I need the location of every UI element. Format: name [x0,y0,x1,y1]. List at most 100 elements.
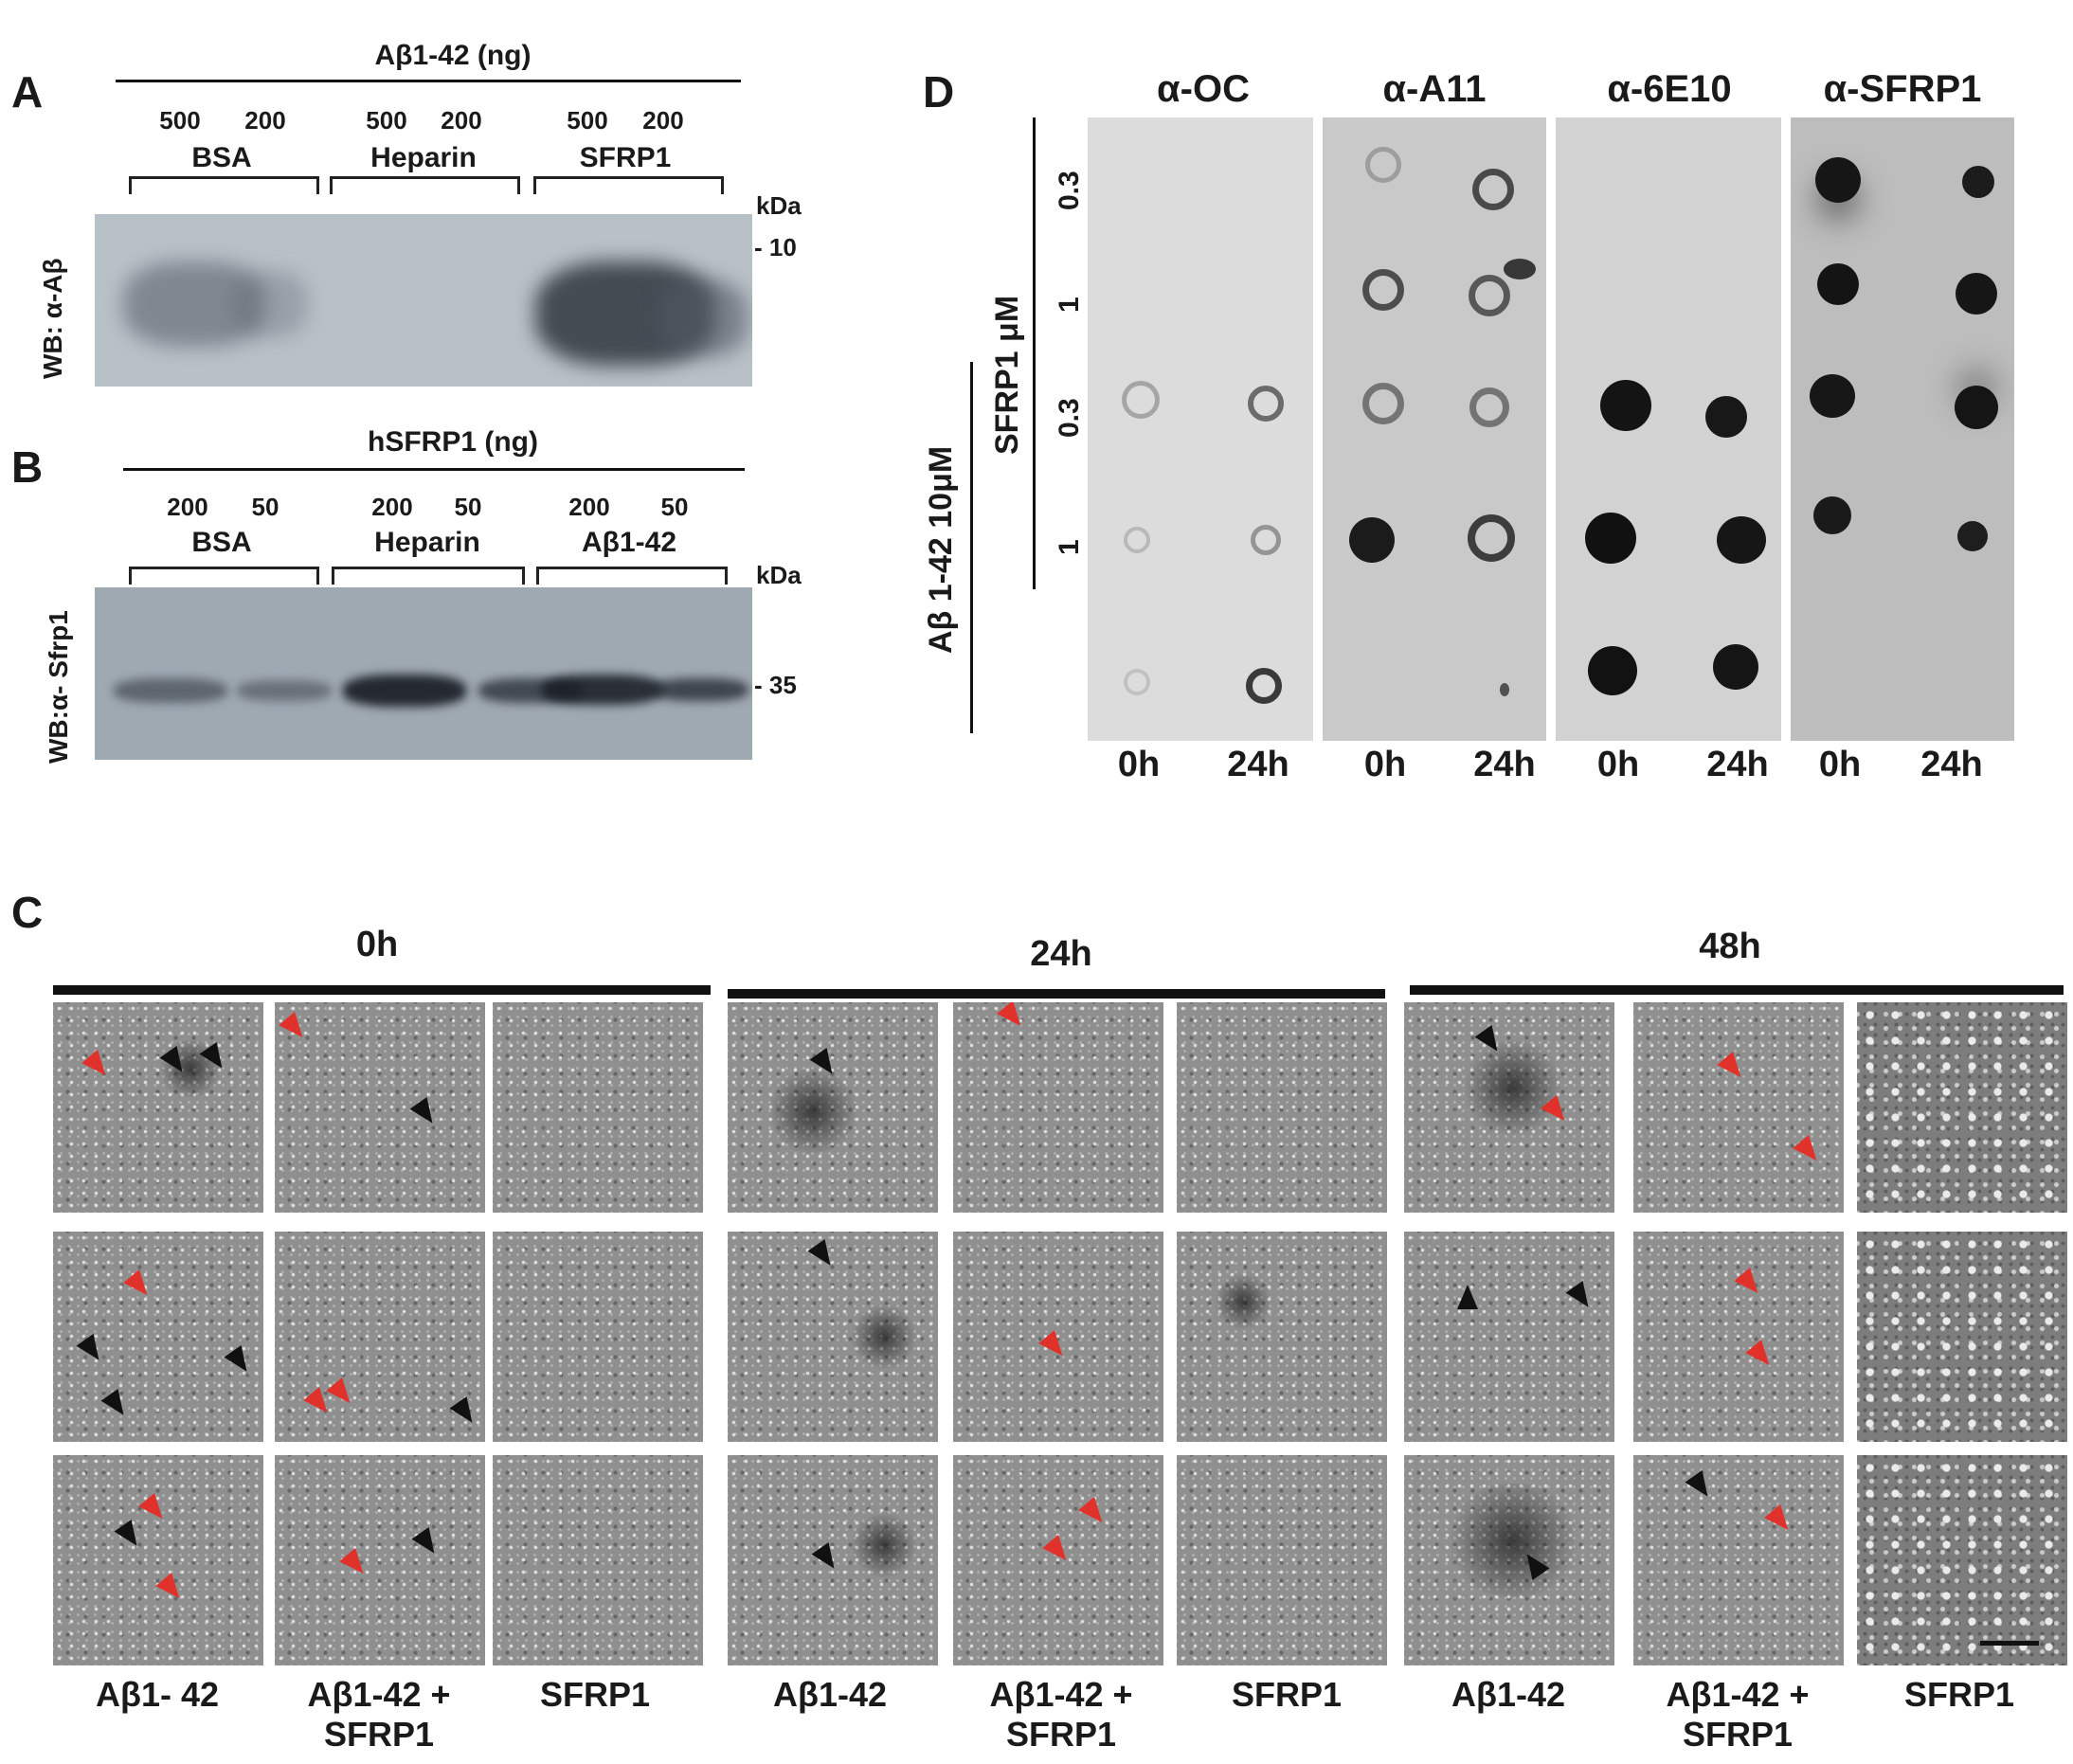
aggregate [766,1069,860,1154]
column-label: Aβ1-42 + [989,1675,1133,1714]
dot [1815,157,1861,203]
dot [1955,386,1998,429]
em-micrograph [53,1232,263,1442]
dot [1713,644,1758,690]
em-micrograph [1857,1002,2067,1213]
panel-a-bracket [330,176,520,194]
dot [1600,380,1651,431]
antibody-label: α-A11 [1382,68,1487,110]
aggregate [1215,1273,1271,1330]
dot-blot-oc [1088,117,1313,741]
em-micrograph [953,1002,1163,1213]
sfrp1-bracket-line [1033,117,1036,589]
em-micrograph [275,1232,485,1442]
black-arrow [411,1527,443,1559]
time-label: 0h [1117,745,1161,784]
antibody-label: α-6E10 [1607,68,1732,110]
blot-band [343,675,466,707]
column-label: Aβ1-42 [772,1675,888,1714]
dot [1956,273,1997,315]
em-micrograph [953,1455,1163,1665]
panel-d-letter: D [923,67,955,117]
panel-b-bracket [332,567,525,585]
panel-b-title: hSFRP1 (ng) [368,426,538,458]
panel-a-group: Heparin [370,142,477,173]
dot [1588,646,1637,695]
dot [1246,668,1282,704]
red-arrow [138,1492,171,1526]
dot [1468,514,1515,562]
dot [1957,521,1988,551]
blot-band [114,678,227,703]
panel-b-bracket [536,567,728,585]
red-arrow [1038,1329,1071,1363]
time-bar [53,985,711,995]
dot [1362,269,1404,311]
red-arrow [81,1049,114,1083]
panel-b-amount: 50 [251,493,279,521]
aggregate [851,1304,917,1370]
dot [1585,513,1636,564]
panel-b-ylabel: WB:α- Sfrp1 [44,610,73,764]
panel-b-group: Heparin [374,527,480,558]
black-arrow [807,1239,839,1271]
em-micrograph [1404,1455,1614,1665]
em-micrograph [275,1002,485,1213]
blot-band [542,675,663,705]
column-label: Aβ1-42 + [307,1675,451,1714]
dot [1365,147,1401,183]
panel-b-group: Aβ1-42 [581,527,677,558]
column-label: SFRP1 [1903,1675,2015,1714]
panel-a-amount: 200 [244,106,286,135]
em-micrograph [1404,1232,1614,1442]
blot-band [654,678,748,701]
panel-b-amount: 200 [371,493,413,521]
panel-a-title-line [116,80,741,82]
time-label: 0h [1363,745,1407,784]
row-label: 0.3 [1054,171,1085,210]
dot [1124,527,1150,553]
time-header: 24h [1030,934,1092,974]
western-blot-a [95,214,752,387]
western-blot-b [95,587,752,760]
em-micrograph [1633,1455,1844,1665]
dot [1962,166,1994,198]
panel-b-amount: 200 [568,493,610,521]
red-arrow [123,1269,155,1303]
column-label: Aβ1-42 + [1666,1675,1810,1714]
panel-a-amount: 500 [159,106,201,135]
column-label: SFRP1 [539,1675,651,1714]
em-micrograph [728,1232,938,1442]
column-label: SFRP1 [1005,1715,1117,1754]
panel-a-title: Aβ1-42 (ng) [374,40,532,71]
time-header: 48h [1699,927,1761,966]
dot [1469,275,1510,316]
panel-a-amount: 500 [366,106,407,135]
blot-band [658,280,748,356]
black-arrow [811,1542,843,1575]
scale-bar [1980,1641,2039,1646]
dot [1500,683,1509,696]
panel-a-letter: A [11,67,44,117]
dot [1248,386,1284,422]
panel-b-bracket [129,567,319,585]
panel-b-amount: 50 [660,493,689,521]
column-label: SFRP1 [1231,1675,1343,1714]
antibody-label: α-OC [1157,68,1250,110]
em-micrograph [1177,1455,1387,1665]
panel-b-amount: 50 [454,493,482,521]
black-arrow [1685,1470,1717,1503]
panel-a-group: SFRP1 [579,142,672,173]
red-arrow [1042,1534,1074,1568]
aggregate [1461,1040,1565,1135]
red-arrow [1078,1496,1110,1530]
red-arrow [1734,1267,1766,1301]
panel-a-bracket [533,176,724,194]
abeta-bracket-line [970,362,973,733]
panel-c-letter: C [11,888,44,937]
red-arrow [1793,1134,1825,1168]
panel-a-amount: 200 [642,106,684,135]
dot-blot-sfrp1 [1791,117,2014,741]
panel-a-bracket [129,176,319,194]
dot [1504,259,1536,279]
